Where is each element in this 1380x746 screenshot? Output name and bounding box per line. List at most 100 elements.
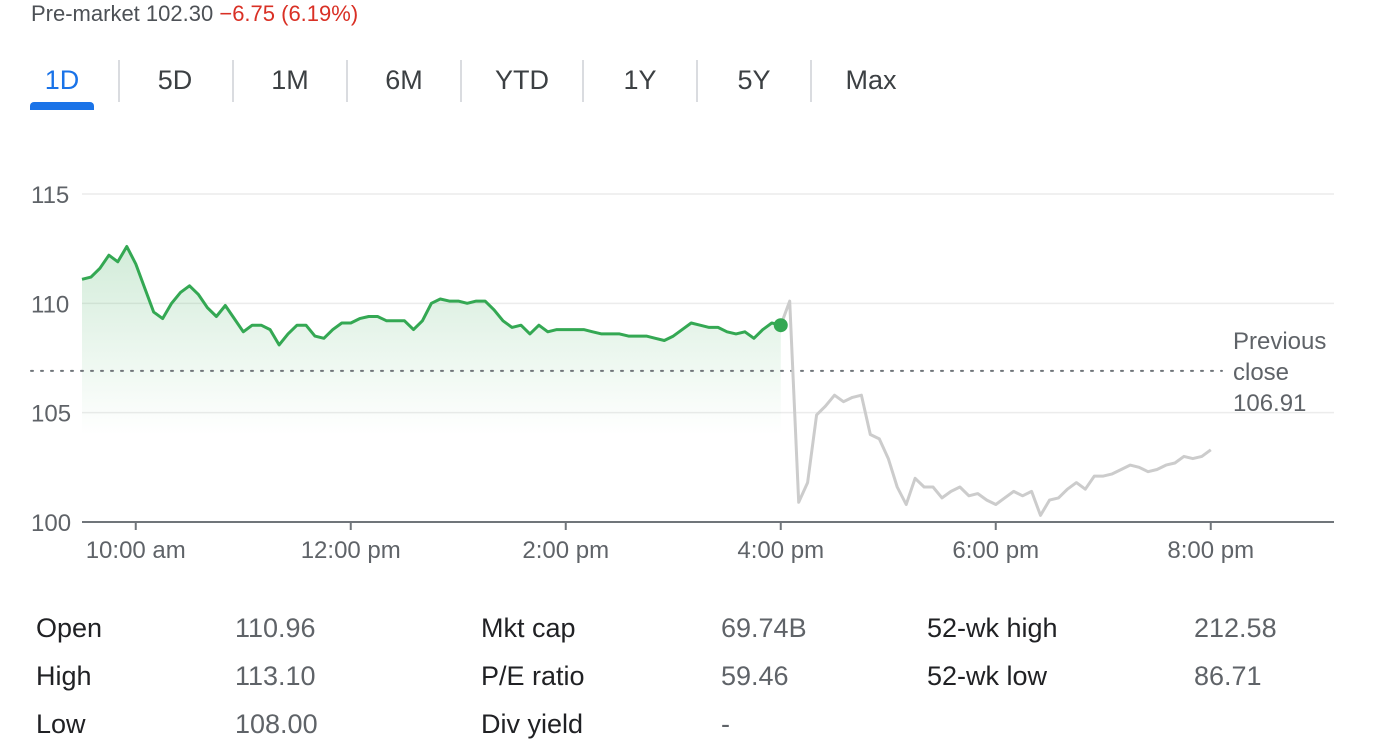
regular-point xyxy=(402,318,408,324)
regular-session-line xyxy=(81,245,782,347)
premarket-label: Pre-market xyxy=(31,1,140,26)
current-price-marker[interactable] xyxy=(773,318,788,333)
regular-point xyxy=(357,316,363,322)
y-tick-label: 100 xyxy=(31,510,71,537)
extended-point xyxy=(1011,488,1017,494)
y-axis: 115 110 105 100 xyxy=(31,182,71,537)
extended-point xyxy=(975,491,981,497)
stat-label-div-yield: Div yield xyxy=(481,709,584,739)
extended-point xyxy=(993,502,999,508)
regular-point xyxy=(715,324,721,330)
regular-point xyxy=(617,331,623,337)
regular-point xyxy=(446,298,452,304)
extended-point xyxy=(1082,486,1088,492)
regular-point xyxy=(258,322,264,328)
regular-point xyxy=(679,327,685,333)
stat-label-52wk-high: 52-wk high xyxy=(927,613,1058,643)
regular-point xyxy=(608,331,614,337)
extended-point xyxy=(894,484,900,490)
regular-point xyxy=(267,327,273,333)
extended-point xyxy=(1002,495,1008,501)
regular-point xyxy=(428,300,434,306)
tab-divider xyxy=(232,60,234,102)
y-tick-label: 110 xyxy=(31,291,69,318)
regular-point xyxy=(160,316,166,322)
previous-close-label: Previous xyxy=(1233,328,1326,355)
regular-point xyxy=(240,329,246,335)
stat-value-52wk-low: 86.71 xyxy=(1194,661,1262,691)
tab-5y[interactable]: 5Y xyxy=(737,65,771,95)
regular-point xyxy=(652,335,658,341)
regular-point xyxy=(339,320,345,326)
extended-point xyxy=(885,456,891,462)
previous-close-label: close xyxy=(1233,359,1289,386)
regular-point xyxy=(294,322,300,328)
regular-point xyxy=(437,296,443,302)
extended-point xyxy=(930,484,936,490)
regular-point xyxy=(482,298,488,304)
extended-point xyxy=(1047,497,1053,503)
regular-point xyxy=(419,318,425,324)
stat-label-pe-ratio: P/E ratio xyxy=(481,661,585,691)
extended-point xyxy=(849,394,855,400)
tab-max[interactable]: Max xyxy=(845,65,897,95)
extended-point xyxy=(867,432,873,438)
extended-point xyxy=(832,392,838,398)
regular-session-area xyxy=(82,246,781,435)
x-tick-label: 10:00 am xyxy=(86,537,186,564)
regular-point xyxy=(384,318,390,324)
regular-point xyxy=(411,327,417,333)
regular-point xyxy=(106,252,112,258)
extended-point xyxy=(966,493,972,499)
extended-point xyxy=(1136,464,1142,470)
regular-point xyxy=(491,307,497,313)
tab-6m[interactable]: 6M xyxy=(385,65,423,95)
regular-point xyxy=(321,335,327,341)
regular-point xyxy=(545,329,551,335)
extended-hours-line xyxy=(779,299,1212,517)
extended-point xyxy=(1073,480,1079,486)
x-axis: 10:00 am 12:00 pm 2:00 pm 4:00 pm 6:00 pm 8:0… xyxy=(86,522,1254,564)
extended-point xyxy=(1145,469,1151,475)
x-tick-label: 6:00 pm xyxy=(952,537,1039,564)
tab-1d[interactable]: 1D xyxy=(44,65,80,95)
regular-point xyxy=(509,324,515,330)
extended-point xyxy=(1190,456,1196,462)
extended-point xyxy=(787,298,793,304)
tab-divider xyxy=(696,60,698,102)
y-tick-label: 115 xyxy=(31,182,69,209)
regular-point xyxy=(249,322,255,328)
stat-label-high: High xyxy=(36,661,92,691)
tab-5d[interactable]: 5D xyxy=(157,65,193,95)
tab-ytd[interactable]: YTD xyxy=(495,65,549,95)
regular-point xyxy=(133,261,139,267)
regular-point xyxy=(706,324,712,330)
extended-point xyxy=(805,480,811,486)
stat-label-low: Low xyxy=(36,709,86,739)
stat-value-div-yield: - xyxy=(721,709,730,739)
extended-point xyxy=(1181,453,1187,459)
premarket-price: 102.30 xyxy=(145,1,214,26)
stat-value-pe-ratio: 59.46 xyxy=(721,661,789,691)
tab-1y[interactable]: 1Y xyxy=(623,65,657,95)
regular-point xyxy=(213,314,219,320)
tab-1m[interactable]: 1M xyxy=(271,65,309,95)
extended-point xyxy=(1064,486,1070,492)
regular-point xyxy=(169,300,175,306)
y-tick-label: 105 xyxy=(31,401,71,428)
regular-point xyxy=(348,320,354,326)
range-tabs: 1D 5D 1M 6M YTD 1Y 5Y Max xyxy=(0,56,1380,110)
regular-point xyxy=(330,327,336,333)
regular-point xyxy=(751,335,757,341)
tab-divider xyxy=(460,60,462,102)
extended-point xyxy=(1100,473,1106,479)
regular-point xyxy=(670,333,676,339)
regular-point xyxy=(312,333,318,339)
regular-point xyxy=(455,298,461,304)
regular-point xyxy=(581,327,587,333)
stat-value-high: 113.10 xyxy=(235,661,316,691)
extended-point xyxy=(939,495,945,501)
extended-point xyxy=(1127,462,1133,468)
price-chart[interactable]: 115 110 105 100 10:00 am 12:00 pm 2:00 pm 4:00… xyxy=(0,150,1380,570)
extended-point xyxy=(796,499,802,505)
